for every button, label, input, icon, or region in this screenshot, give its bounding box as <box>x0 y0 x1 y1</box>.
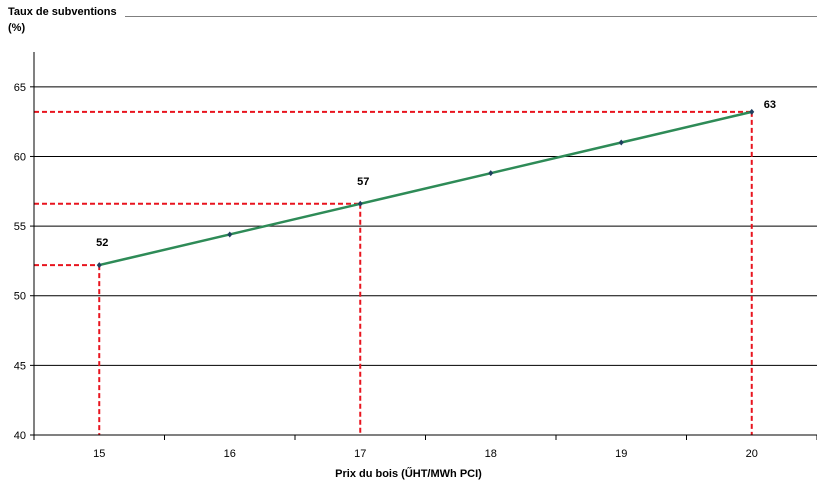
series-line-0 <box>98 110 753 267</box>
data-labels: 52 57 63 <box>96 99 776 249</box>
data-label-20: 63 <box>764 99 776 111</box>
x-tick-label-17: 17 <box>354 448 366 460</box>
x-axis-label: Prix du bois (ŰHT/MWh PCI) <box>335 468 482 480</box>
data-label-17: 57 <box>357 176 369 188</box>
y-axis-label: Taux de subventions (%) <box>8 6 117 34</box>
data-label-15: 52 <box>96 237 108 249</box>
x-tick-label-20: 20 <box>746 448 758 460</box>
x-tick-label-19: 19 <box>615 448 627 460</box>
data-point-15 <box>96 262 102 269</box>
series-layer <box>96 108 755 269</box>
data-point-18 <box>488 170 494 177</box>
y-tick-label-55: 55 <box>14 221 26 233</box>
y-tick-label-45: 45 <box>14 360 26 372</box>
y-tick-label-60: 60 <box>14 151 26 163</box>
header-rule <box>125 16 817 17</box>
y-tick-label-40: 40 <box>14 430 26 442</box>
axes: 40 45 50 55 60 65 15 16 17 18 19 20 <box>14 52 817 460</box>
data-point-17 <box>357 200 363 207</box>
x-tick-label-16: 16 <box>224 448 236 460</box>
x-tick-label-15: 15 <box>93 448 105 460</box>
reference-guides <box>34 110 753 435</box>
x-tick-label-18: 18 <box>485 448 497 460</box>
grid-lines <box>34 86 817 366</box>
y-tick-label-65: 65 <box>14 82 26 94</box>
data-point-16 <box>227 231 233 238</box>
data-point-19 <box>618 139 624 146</box>
y-tick-label-50: 50 <box>14 291 26 303</box>
data-point-20 <box>749 108 755 115</box>
